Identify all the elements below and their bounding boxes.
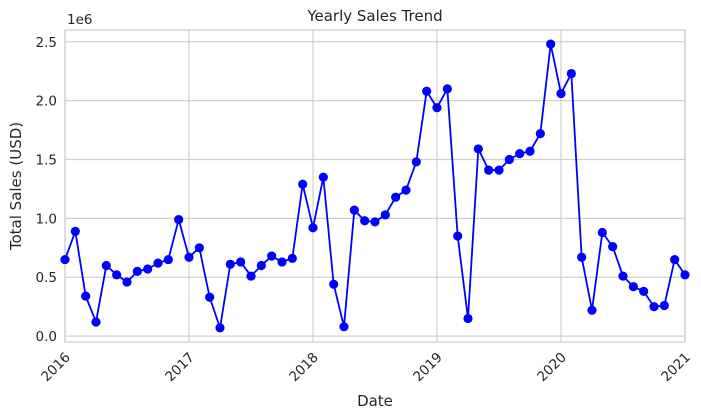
data-point: [236, 257, 246, 267]
plot-frame: [64, 29, 686, 343]
data-point: [618, 271, 628, 281]
data-point: [639, 286, 649, 296]
data-point: [287, 253, 297, 264]
data-point: [318, 172, 328, 182]
data-point: [546, 39, 556, 49]
data-point: [308, 223, 318, 233]
x-tick-label: 2016: [38, 350, 74, 386]
data-point: [277, 257, 287, 267]
data-point: [401, 185, 411, 195]
grid-layer: [64, 30, 686, 342]
data-point: [442, 84, 452, 94]
data-point: [556, 88, 566, 99]
y-tick-labels: 0.0 0.5 1.0 1.5 2.0 2.5: [36, 35, 57, 345]
data-point: [391, 192, 401, 202]
data-point: [628, 282, 638, 292]
data-point: [205, 292, 215, 302]
data-point: [215, 323, 225, 333]
data-point: [422, 86, 432, 96]
data-point: [360, 216, 370, 226]
data-point: [680, 270, 690, 280]
series-line: [64, 43, 686, 329]
data-point: [380, 210, 390, 220]
data-point: [597, 227, 607, 238]
y-offset-label: 1e6: [67, 12, 92, 28]
data-point: [659, 300, 669, 311]
data-point: [329, 279, 339, 289]
data-point: [112, 270, 122, 280]
chart-title: Yearly Sales Trend: [306, 7, 442, 25]
data-point: [60, 254, 70, 265]
data-point: [225, 259, 235, 269]
data-point: [101, 260, 111, 271]
data-point: [515, 149, 525, 159]
x-tick-label: 2021: [658, 350, 694, 386]
y-tick-label: 1.0: [36, 211, 57, 227]
data-point: [184, 252, 194, 262]
data-point: [453, 231, 463, 241]
x-axis-label: Date: [357, 392, 393, 410]
data-point: [494, 165, 504, 175]
y-tick-label: 2.0: [36, 94, 57, 110]
data-point: [566, 68, 576, 79]
x-tick-label: 2018: [286, 350, 322, 386]
data-point: [70, 226, 80, 236]
data-point: [484, 165, 494, 175]
data-point: [670, 254, 680, 265]
x-tick-label: 2020: [534, 350, 570, 386]
y-tick-label: 0.5: [36, 270, 57, 286]
y-tick-label: 1.5: [36, 153, 57, 169]
data-point: [577, 252, 587, 262]
data-point: [525, 146, 535, 156]
data-point: [473, 144, 483, 154]
data-point: [174, 214, 184, 225]
data-point: [608, 242, 618, 252]
data-point: [349, 205, 359, 215]
data-point: [256, 260, 266, 271]
data-point: [339, 322, 349, 332]
data-point: [132, 266, 142, 276]
data-point: [504, 154, 514, 165]
x-tick-label: 2019: [410, 350, 446, 386]
data-point: [411, 157, 421, 167]
data-point: [267, 251, 277, 261]
data-point: [587, 305, 597, 315]
data-point: [649, 302, 659, 312]
data-point: [298, 179, 308, 189]
x-tick-labels: 2016 2017 2018 2019 2020 2021: [38, 350, 694, 386]
y-tick-label: 0.0: [36, 329, 57, 345]
y-axis-label: Total Sales (USD): [7, 122, 25, 251]
data-point: [143, 264, 153, 274]
series-layer: [60, 39, 690, 333]
data-point: [463, 313, 473, 324]
data-point: [194, 243, 204, 253]
data-point: [432, 103, 442, 113]
data-point: [122, 277, 132, 287]
x-tick-label: 2017: [162, 350, 198, 386]
data-point: [246, 271, 256, 281]
data-point: [163, 254, 173, 265]
y-tick-label: 2.5: [36, 35, 57, 51]
data-point: [81, 291, 91, 301]
data-point: [535, 129, 545, 139]
data-point: [91, 317, 101, 327]
data-point: [153, 258, 163, 268]
data-point: [370, 217, 380, 227]
